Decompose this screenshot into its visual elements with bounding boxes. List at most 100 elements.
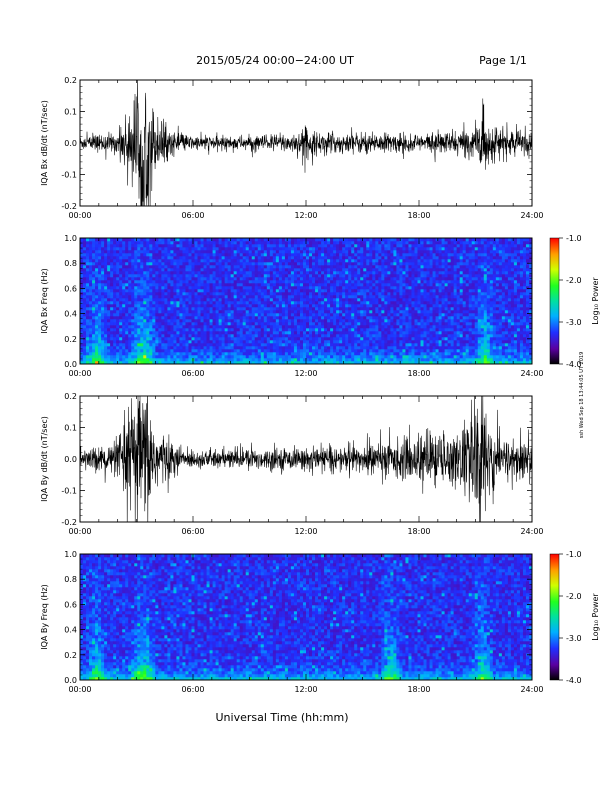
spectrogram-cell [230, 358, 234, 362]
spectrogram-cell [185, 238, 189, 242]
spectrogram-cell [89, 250, 93, 254]
spectrogram-cell [158, 244, 162, 248]
spectrogram-cell [396, 280, 400, 284]
spectrogram-cell [167, 283, 171, 287]
spectrogram-cell [333, 244, 337, 248]
spectrogram-cell [224, 343, 228, 347]
spectrogram-cell [312, 283, 316, 287]
spectrogram-cell [230, 298, 234, 302]
spectrogram-cell [393, 244, 397, 248]
spectrogram-cell [254, 355, 259, 359]
spectrogram-cell [257, 319, 262, 323]
spectrogram-cell [327, 280, 331, 284]
spectrogram-cell [390, 286, 394, 290]
spectrogram-cell [248, 256, 253, 260]
spectrogram-cell [324, 259, 328, 263]
spectrogram-cell [161, 295, 165, 299]
spectrogram-cell [357, 286, 361, 290]
spectrogram-cell [327, 298, 331, 302]
spectrogram-cell [185, 244, 189, 248]
spectrogram-cell [122, 274, 126, 278]
spectrogram-cell [98, 283, 102, 287]
bx-dbdt-trace [80, 74, 532, 213]
spectrogram-cell [275, 334, 280, 338]
spectrogram-cell [287, 247, 292, 251]
spectrogram-cell [293, 268, 298, 272]
spectrogram-cell [95, 349, 99, 353]
spectrogram-cell [146, 328, 150, 332]
spectrogram-cell [242, 361, 247, 365]
spectrogram-cell [426, 244, 430, 248]
spectrogram-cell [423, 319, 427, 323]
spectrogram-cell [381, 265, 385, 269]
spectrogram-cell [254, 322, 259, 326]
spectrogram-cell [98, 355, 102, 359]
spectrogram-cell [375, 310, 379, 314]
spectrogram-cell [116, 343, 120, 347]
spectrogram-cell [287, 355, 292, 359]
spectrogram-cell [137, 250, 141, 254]
spectrogram-cell [239, 247, 244, 251]
spectrogram-cell [104, 343, 108, 347]
spectrogram-cell [200, 304, 204, 308]
spectrogram-cell [98, 277, 102, 281]
spectrogram-cell [366, 316, 370, 320]
spectrogram-cell [339, 256, 343, 260]
spectrogram-cell [284, 334, 289, 338]
spectrogram-cell [278, 322, 283, 326]
spectrogram-cell [269, 346, 274, 350]
spectrogram-cell [393, 298, 397, 302]
spectrogram-cell [233, 262, 237, 266]
spectrogram-cell [296, 253, 301, 257]
spectrogram-cell [146, 289, 150, 293]
spectrogram-cell [134, 253, 138, 257]
spectrogram-cell [312, 262, 316, 266]
spectrogram-cell [296, 283, 301, 287]
spectrogram-cell [107, 316, 111, 320]
spectrogram-cell [128, 244, 132, 248]
spectrogram-cell [378, 304, 382, 308]
spectrogram-cell [287, 328, 292, 332]
spectrogram-cell [306, 349, 310, 353]
spectrogram-cell [402, 295, 406, 299]
spectrogram-cell [167, 337, 171, 341]
spectrogram-cell [417, 250, 421, 254]
spectrogram-cell [113, 313, 117, 317]
spectrogram-cell [128, 340, 132, 344]
spectrogram-cell [309, 355, 313, 359]
spectrogram-cell [158, 346, 162, 350]
spectrogram-cell [284, 250, 289, 254]
spectrogram-cell [281, 349, 286, 353]
spectrogram-cell [420, 307, 424, 311]
spectrogram-cell [101, 358, 105, 362]
spectrogram-cell [423, 340, 427, 344]
spectrogram-cell [125, 361, 129, 365]
spectrogram-cell [122, 334, 126, 338]
spectrogram-cell [164, 349, 168, 353]
spectrogram-cell [315, 355, 319, 359]
spectrogram-cell [263, 262, 268, 266]
spectrogram-cell [290, 259, 295, 263]
spectrogram-cell [155, 301, 159, 305]
spectrogram-cell [101, 268, 105, 272]
spectrogram-cell [387, 298, 391, 302]
spectrogram-cell [194, 298, 198, 302]
spectrogram-cell [393, 292, 397, 296]
spectrogram-cell [248, 259, 253, 263]
spectrogram-cell [203, 343, 207, 347]
spectrogram-cell [333, 346, 337, 350]
spectrogram-cell [366, 355, 370, 359]
spectrogram-cell [209, 313, 213, 317]
spectrogram-cell [185, 295, 189, 299]
spectrogram-cell [387, 286, 391, 290]
spectrogram-cell [429, 322, 433, 326]
spectrogram-cell [423, 271, 427, 275]
spectrogram-cell [107, 304, 111, 308]
spectrogram-cell [384, 325, 388, 329]
spectrogram-cell [92, 322, 96, 326]
spectrogram-cell [89, 268, 93, 272]
spectrogram-cell [414, 241, 418, 245]
spectrogram-cell [116, 316, 120, 320]
spectrogram-cell [269, 238, 274, 242]
